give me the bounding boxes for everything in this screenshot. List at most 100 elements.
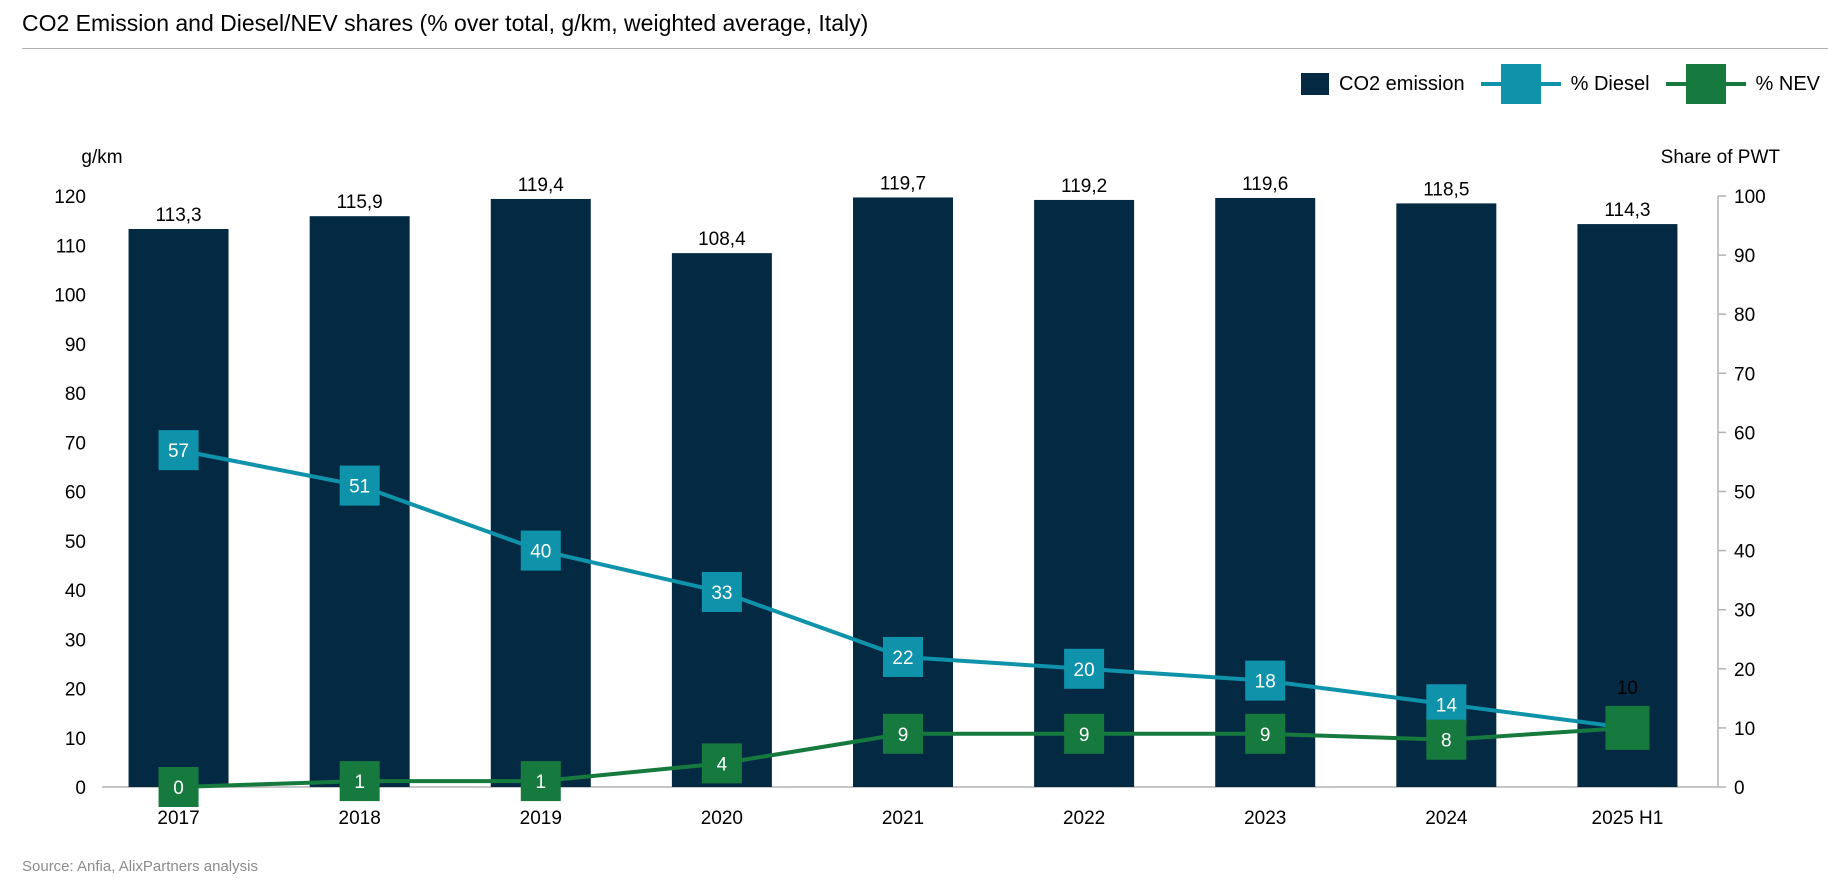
diesel-marker [158,430,199,471]
diesel-marker-label: 33 [711,583,732,604]
legend-item-diesel: % Diesel [1480,62,1650,106]
nev-marker [1245,713,1286,754]
co2-bar-label: 119,6 [1242,174,1288,195]
y-tick-label-right: 0 [1734,778,1745,799]
y-tick-label-left: 80 [65,384,86,405]
co2-bar [671,253,772,787]
legend-label-diesel: % Diesel [1570,72,1650,95]
legend-swatch-diesel [1480,62,1561,106]
y-tick-label-right: 70 [1734,364,1755,385]
title-divider [22,48,1828,49]
y-tick-label-left: 20 [65,680,86,701]
x-tick-label: 2021 [882,808,924,829]
nev-marker [520,761,561,802]
y-tick-label-left: 60 [65,483,86,504]
y-tick-label-left: 110 [56,236,86,257]
legend-item-nev: % NEV [1665,62,1820,106]
diesel-marker [883,636,923,677]
y-tick-label-left: 40 [65,581,86,602]
diesel-marker-label: 14 [1436,695,1458,716]
diesel-marker [520,530,561,571]
y-tick-label-left: 120 [54,187,86,208]
co2-bar [853,197,953,788]
diesel-marker-label: 20 [1074,660,1095,681]
share-lines [158,430,1650,807]
y-tick-label-left: 50 [65,532,86,553]
co2-bar-label: 119,2 [1061,176,1107,197]
co2-bar [1577,224,1678,787]
diesel-marker [1426,684,1467,725]
y-tick-label-right: 40 [1734,542,1755,563]
nev-marker-label: 9 [1079,725,1090,746]
x-tick-label: 2022 [1063,808,1105,829]
y-tick-label-right: 60 [1734,423,1755,444]
diesel-marker [339,465,380,506]
legend-item-co2: CO2 emission [1301,73,1465,96]
nev-marker [1426,719,1467,760]
legend-label-co2: CO2 emission [1339,72,1465,95]
y-axis-title-right: Share of PWT [1661,147,1781,168]
diesel-marker-label: 51 [349,477,370,498]
data-labels: 113,3 115,9 119,4 108,4 119,7 119,2 119,6 118,5… [155,173,1650,799]
x-tick-label: 2017 [157,808,199,829]
y-tick-label-right: 100 [1734,187,1766,208]
x-tick-label: 2025 H1 [1592,808,1664,829]
chart-plot: g/km Share of PWT010203040506070809010011… [54,147,1781,829]
nev-marker-label: 1 [354,772,365,793]
co2-bar-label: 119,7 [880,173,926,194]
diesel-marker [1245,660,1286,701]
nev-marker-label: 9 [1260,725,1271,746]
legend-swatch-nev [1665,62,1746,106]
co2-bar-label: 114,3 [1604,200,1650,221]
nev-marker-label: 4 [717,754,728,775]
y-axis-title-left: g/km [81,147,122,168]
chart-legend: CO2 emission % Diesel % NEV [1285,62,1820,106]
y-tick-label-right: 90 [1734,246,1755,267]
diesel-marker [701,571,742,612]
y-tick-label-left: 10 [65,729,86,750]
x-tick-label: 2020 [701,808,743,829]
co2-bar-label: 113,3 [155,205,201,226]
y-tick-label-left: 90 [65,335,86,356]
diesel-marker-label: 10 [1617,678,1638,699]
x-tick-label: 2019 [520,808,562,829]
co2-bar-label: 118,5 [1423,179,1469,200]
y-tick-label-right: 10 [1734,719,1755,740]
x-tick-label: 2024 [1425,808,1468,829]
nev-marker [1605,705,1650,750]
y-tick-label-right: 30 [1734,601,1755,622]
co2-bar-label: 115,9 [337,192,383,213]
co2-bar [490,198,591,787]
chart-title: CO2 Emission and Diesel/NEV shares (% ov… [22,10,869,36]
co2-bar [1034,199,1135,787]
nev-marker-label: 1 [535,772,546,793]
y-tick-label-right: 80 [1734,305,1755,326]
y-tick-label-left: 30 [65,630,86,651]
nev-marker [158,767,199,807]
nev-marker-label: 0 [173,778,184,799]
nev-marker [339,761,380,802]
nev-marker [1064,713,1105,754]
nev-marker [883,713,923,754]
diesel-marker-label: 18 [1255,672,1276,693]
source-note: Source: Anfia, AlixPartners analysis [22,858,258,875]
legend-swatch-co2 [1301,73,1329,95]
nev-marker-label: 8 [1441,731,1452,752]
diesel-marker-label: 57 [168,441,189,462]
x-tick-label: 2018 [339,808,381,829]
co2-bar-label: 119,4 [518,175,565,196]
co2-bars [128,197,1678,788]
diesel-marker-label: 40 [530,542,551,563]
y-tick-label-left: 70 [65,433,86,454]
co2-bar [128,228,229,787]
y-tick-label-left: 0 [75,778,86,799]
y-tick-label-left: 100 [54,286,86,307]
legend-label-nev: % NEV [1755,72,1820,95]
y-tick-label-right: 50 [1734,483,1755,504]
diesel-marker [1064,648,1105,689]
x-tick-label: 2023 [1244,808,1286,829]
diesel-marker-label: 22 [892,648,913,669]
nev-marker-label: 9 [898,725,909,746]
y-tick-label-right: 20 [1734,660,1755,681]
co2-bar-label: 108,4 [698,229,746,250]
